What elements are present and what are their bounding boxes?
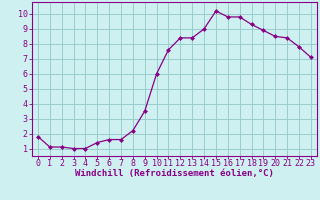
X-axis label: Windchill (Refroidissement éolien,°C): Windchill (Refroidissement éolien,°C) [75,169,274,178]
